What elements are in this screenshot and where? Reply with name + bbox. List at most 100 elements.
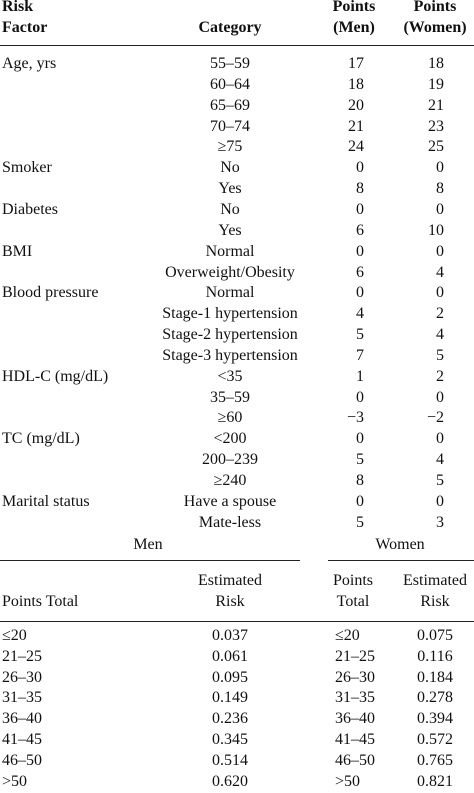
category-cell: <200	[213, 430, 247, 448]
points-men-cell: 8	[356, 472, 364, 489]
header-points-men-line1: Points	[332, 0, 376, 15]
points-men-cell: 0	[356, 200, 364, 218]
points-women-cell: 2	[436, 367, 444, 385]
points-men-cell: 0	[356, 242, 364, 260]
category-cell: Stage-1 hypertension	[162, 305, 298, 323]
points-women-cell: 2	[436, 305, 444, 323]
points-women-cell: 0	[436, 284, 444, 302]
header-category: Category	[198, 19, 262, 36]
points-women-cell: 8	[436, 180, 444, 198]
points-men-cell: 0	[356, 159, 364, 177]
women-risk-cell: 0.116	[417, 647, 453, 665]
header-points-women-line1: Points	[413, 0, 457, 15]
men-points-cell: >50	[2, 772, 28, 790]
men-risk-cell: 0.037	[212, 627, 248, 644]
risk-factor-cell: Smoker	[2, 159, 52, 177]
women-points-cell: 26–30	[335, 668, 375, 686]
risk-factor-cell: TC (mg/dL)	[2, 430, 80, 448]
men-risk-cell: 0.514	[212, 751, 248, 769]
men-points-cell: 41–45	[2, 731, 42, 748]
risk-factor-cell: Diabetes	[2, 200, 58, 218]
points-women-cell: 4	[436, 263, 444, 281]
points-men-cell: 5	[356, 326, 364, 344]
men-risk-cell: 0.620	[212, 772, 248, 790]
points-women-cell: 0	[436, 159, 444, 177]
men-points-cell: ≤20	[2, 627, 27, 644]
estimate-header-rule	[0, 621, 474, 622]
women-risk-cell: 0.572	[417, 731, 453, 748]
points-women-cell: 0	[436, 430, 444, 448]
men-risk-cell: 0.149	[212, 689, 248, 707]
category-cell: Overweight/Obesity	[165, 263, 295, 281]
women-risk-cell: 0.184	[417, 668, 453, 686]
points-women-cell: 23	[428, 117, 444, 135]
points-women-cell: 4	[436, 326, 444, 344]
header-women-points-line1: Points	[332, 572, 373, 589]
women-points-cell: ≤20	[335, 627, 360, 644]
category-cell: No	[220, 200, 240, 218]
points-women-cell: 21	[428, 96, 444, 114]
women-points-cell: 46–50	[335, 751, 375, 769]
men-points-cell: 21–25	[2, 647, 42, 665]
points-men-cell: 0	[356, 388, 364, 406]
points-women-cell: 5	[436, 472, 444, 489]
points-women-cell: 10	[428, 221, 444, 239]
category-cell: Yes	[218, 180, 242, 198]
points-women-cell: 19	[428, 75, 444, 93]
category-cell: 55–59	[210, 55, 250, 72]
men-points-cell: 36–40	[2, 710, 42, 728]
category-cell: 200–239	[202, 451, 258, 469]
points-men-cell: 6	[356, 263, 364, 281]
category-cell: Stage-2 hypertension	[162, 326, 298, 344]
points-women-cell: 25	[428, 138, 444, 156]
women-points-cell: 21–25	[335, 647, 375, 665]
risk-factor-cell: HDL-C (mg/dL)	[2, 367, 109, 385]
points-women-cell: 0	[436, 492, 444, 510]
points-women-cell: 0	[436, 200, 444, 218]
category-cell: No	[220, 159, 240, 177]
header-rule	[0, 45, 474, 46]
group-rule-men	[0, 560, 300, 561]
women-risk-cell: 0.765	[417, 751, 453, 769]
women-points-cell: 31–35	[335, 689, 375, 707]
category-cell: Mate-less	[198, 513, 262, 531]
points-men-cell: 21	[348, 117, 364, 135]
risk-factor-cell: Age, yrs	[2, 55, 57, 72]
women-risk-cell: 0.394	[417, 710, 453, 728]
men-risk-cell: 0.236	[212, 710, 248, 728]
points-women-cell: −2	[426, 409, 444, 427]
points-women-cell: 5	[436, 346, 444, 364]
risk-factor-cell: Marital status	[2, 492, 90, 510]
header-points-women-line2: (Women)	[403, 19, 467, 36]
women-points-cell: 36–40	[335, 710, 375, 728]
category-cell: 35–59	[210, 388, 250, 406]
points-men-cell: 0	[356, 284, 364, 302]
header-women-risk-line2: Risk	[420, 593, 450, 610]
points-men-cell: 4	[356, 305, 364, 323]
category-cell: ≥240	[213, 472, 247, 489]
women-risk-cell: 0.278	[417, 689, 453, 707]
points-men-cell: 7	[356, 346, 364, 364]
risk-factor-cell: BMI	[2, 242, 33, 260]
points-men-cell: 24	[348, 138, 364, 156]
category-cell: ≥60	[217, 409, 243, 427]
category-cell: <35	[217, 367, 243, 385]
category-cell: 65–69	[210, 96, 250, 114]
category-cell: Normal	[205, 242, 255, 260]
points-men-cell: 17	[348, 55, 364, 72]
women-risk-cell: 0.821	[417, 772, 453, 790]
category-cell: Stage-3 hypertension	[162, 346, 298, 364]
points-men-cell: 5	[356, 513, 364, 531]
header-women-points-line2: Total	[336, 593, 370, 610]
category-cell: 60–64	[210, 75, 250, 93]
risk-factor-cell: Blood pressure	[2, 284, 99, 302]
women-points-cell: 41–45	[335, 731, 375, 748]
category-cell: ≥75	[217, 138, 243, 156]
points-men-cell: 8	[356, 180, 364, 198]
points-women-cell: 0	[436, 242, 444, 260]
group-label-men: Men	[133, 536, 163, 553]
category-cell: Yes	[218, 221, 242, 239]
header-risk-factor-line2: Factor	[2, 19, 48, 36]
points-women-cell: 0	[436, 388, 444, 406]
group-label-women: Women	[375, 536, 425, 553]
